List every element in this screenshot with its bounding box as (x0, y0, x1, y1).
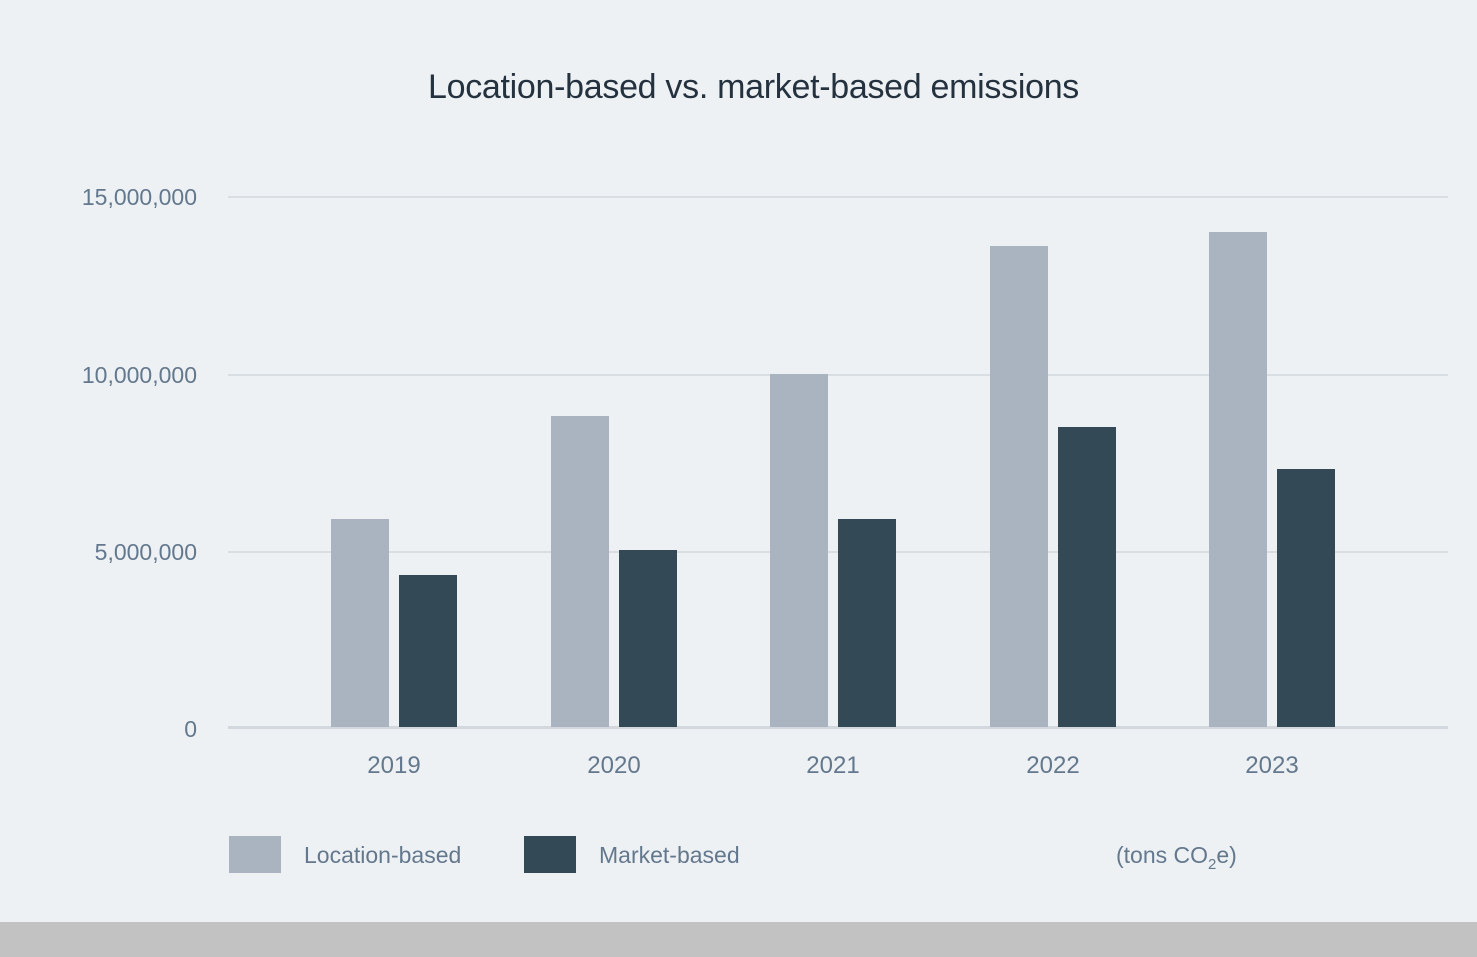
x-axis-label-2020: 2020 (587, 752, 641, 779)
gridline-15m (228, 196, 1448, 198)
x-axis-line (228, 726, 1448, 729)
x-axis-label-2021: 2021 (806, 752, 860, 779)
legend-label-location-based: Location-based (304, 842, 462, 868)
bar-location-based-2019 (331, 519, 389, 727)
unit-note-subscript: 2 (1208, 856, 1217, 873)
bar-location-based-2021 (770, 374, 828, 727)
x-axis-label-2022: 2022 (1026, 752, 1080, 779)
unit-note-suffix: e) (1216, 842, 1237, 868)
y-axis-label-10000000: 10,000,000 (81, 362, 197, 388)
bar-market-based-2019 (399, 575, 457, 727)
bar-location-based-2022 (990, 246, 1048, 727)
bar-market-based-2020 (619, 550, 677, 727)
gridline-10m (228, 374, 1448, 376)
bar-location-based-2020 (551, 416, 609, 727)
x-axis-label-2019: 2019 (367, 752, 421, 779)
legend-swatch-market-based (524, 836, 576, 873)
bar-market-based-2022 (1058, 427, 1116, 727)
bottom-bar (0, 922, 1477, 957)
x-axis-label-2023: 2023 (1245, 752, 1299, 779)
y-axis-label-15000000: 15,000,000 (81, 184, 197, 210)
unit-note-prefix: (tons CO (1116, 842, 1209, 868)
y-axis-label-5000000: 5,000,000 (94, 539, 197, 565)
bar-market-based-2021 (838, 519, 896, 727)
chart-title: Location-based vs. market-based emission… (427, 68, 1080, 106)
bar-location-based-2023 (1209, 232, 1267, 727)
legend-swatch-location-based (229, 836, 281, 873)
unit-note: (tons CO2e) (1116, 842, 1237, 873)
bar-market-based-2023 (1277, 469, 1335, 727)
y-axis-label-0: 0 (184, 716, 197, 742)
legend-label-market-based: Market-based (599, 842, 740, 868)
plot-area (228, 196, 1448, 729)
